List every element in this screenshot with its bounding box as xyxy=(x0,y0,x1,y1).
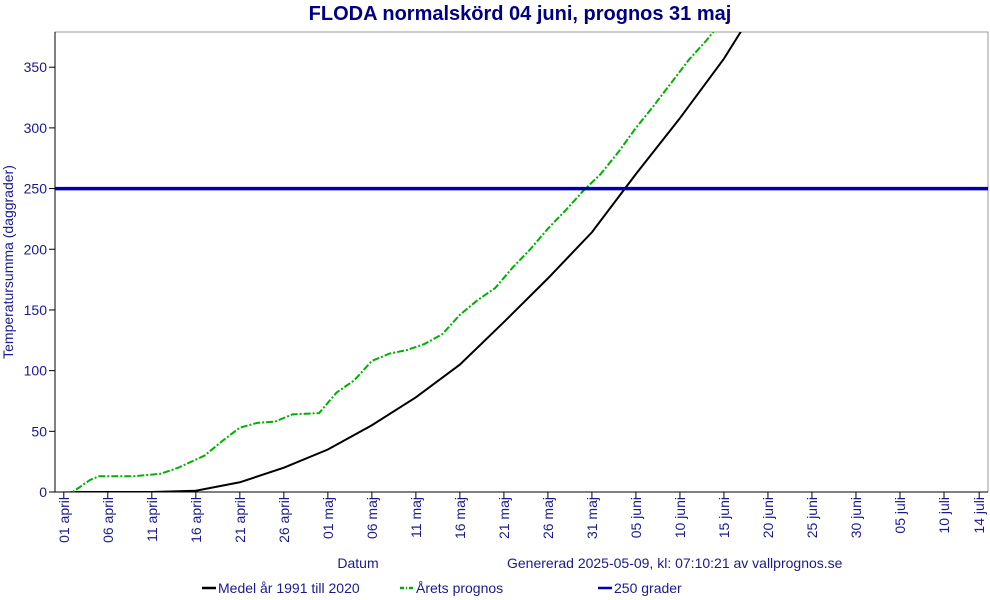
x-tick-label: 30 juni xyxy=(848,497,864,538)
x-tick-label: 01 april xyxy=(56,497,72,543)
y-tick-label: 350 xyxy=(24,59,48,75)
y-tick-label: 200 xyxy=(24,241,48,257)
x-tick-label: 16 april xyxy=(188,497,204,543)
legend-label: Årets prognos xyxy=(416,580,503,596)
y-tick-label: 300 xyxy=(24,120,48,136)
y-tick-label: 250 xyxy=(24,181,48,197)
series-line xyxy=(63,32,715,492)
x-tick-label: 21 maj xyxy=(496,497,512,539)
y-tick-label: 50 xyxy=(31,423,47,439)
series-line xyxy=(63,32,742,492)
chart-title: FLODA normalskörd 04 juni, prognos 31 ma… xyxy=(309,3,732,25)
y-tick-label: 150 xyxy=(24,302,48,318)
x-tick-label: 10 juli xyxy=(936,497,952,534)
x-axis-label: Datum xyxy=(337,555,378,571)
x-tick-label: 31 maj xyxy=(584,497,600,539)
x-tick-label: 11 maj xyxy=(408,497,424,538)
legend-label: 250 grader xyxy=(614,580,682,596)
y-axis-label: Temperatursumma (daggrader) xyxy=(0,165,16,359)
x-tick-label: 15 juni xyxy=(716,497,732,538)
x-tick-label: 26 maj xyxy=(540,497,556,539)
x-tick-label: 25 juni xyxy=(804,497,820,538)
y-tick-label: 100 xyxy=(24,363,48,379)
x-tick-label: 06 april xyxy=(100,497,116,543)
x-tick-label: 14 juli xyxy=(971,497,987,534)
x-tick-label: 06 maj xyxy=(364,497,380,539)
x-tick-label: 11 april xyxy=(144,497,160,542)
legend-label: Medel år 1991 till 2020 xyxy=(218,580,360,596)
x-tick-label: 21 april xyxy=(232,497,248,543)
note: Genererad 2025-05-09, kl: 07:10:21 av va… xyxy=(507,555,843,571)
x-tick-label: 05 juli xyxy=(892,497,908,534)
x-tick-label: 10 juni xyxy=(672,497,688,538)
x-tick-label: 16 maj xyxy=(452,497,468,539)
x-tick-label: 26 april xyxy=(276,497,292,543)
plot-frame xyxy=(54,31,989,493)
x-tick-label: 05 juni xyxy=(628,497,644,538)
y-tick-label: 0 xyxy=(39,484,47,500)
x-tick-label: 01 maj xyxy=(320,497,336,539)
x-tick-label: 20 juni xyxy=(760,497,776,538)
